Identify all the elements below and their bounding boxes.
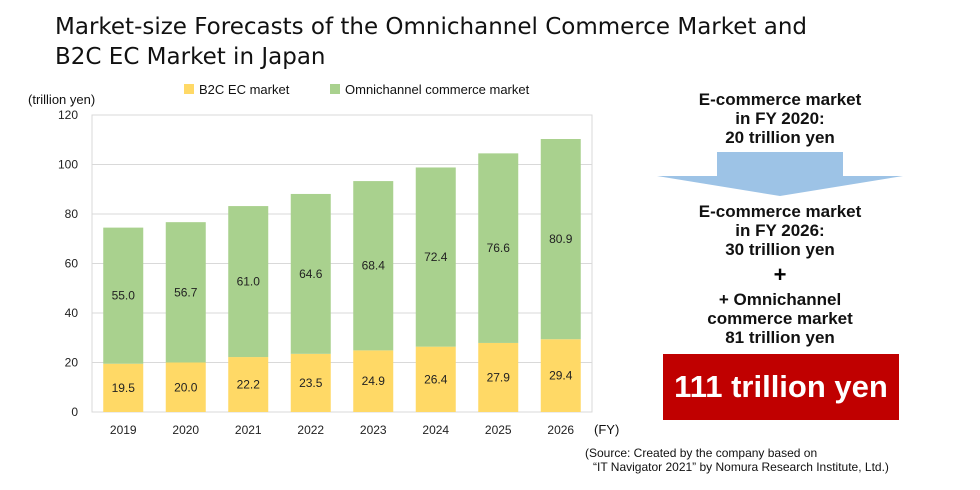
data-label-omni-2020: 56.7 <box>174 285 198 299</box>
title-line-1: Market-size Forecasts of the Omnichannel… <box>55 14 808 40</box>
panel-2020-line-3: 20 trillion yen <box>725 128 835 147</box>
y-axis-unit-label: (trillion yen) <box>28 92 95 107</box>
data-label-omni-2021: 61.0 <box>237 275 261 289</box>
stacked-bar-chart: 0 20 40 60 80 100 120(trillion yen) 19.5 55.0 201… <box>28 82 619 437</box>
data-label-b2c-2025: 27.9 <box>487 370 511 384</box>
panel-omni-line-1: + Omnichannel <box>718 290 842 309</box>
data-label-b2c-2026: 29.4 <box>549 369 573 383</box>
source-line-2: “IT Navigator 2021” by Nomura Research I… <box>593 460 889 474</box>
x-tick-label-2020: 2020 <box>172 423 199 437</box>
data-label-b2c-2019: 19.5 <box>112 381 136 395</box>
data-label-b2c-2021: 22.2 <box>237 378 261 392</box>
x-tick-label-2025: 2025 <box>485 423 512 437</box>
bar-b2c-2024 <box>415 346 456 412</box>
bar-b2c-2026 <box>540 339 581 412</box>
x-tick-label-2024: 2024 <box>422 423 449 437</box>
panel-2026-line-2: in FY 2026: <box>735 221 825 240</box>
bar-b2c-2020 <box>165 362 206 412</box>
source-note: (Source: Created by the company based on… <box>585 446 889 474</box>
total-result-box: 111 trillion yen <box>663 354 899 420</box>
y-tick-label-6: 120 <box>58 108 78 122</box>
panel-2026-line-3: 30 trillion yen <box>725 240 835 259</box>
chart-title: Market-size Forecasts of the Omnichannel… <box>55 12 807 72</box>
bar-b2c-2022 <box>290 353 331 412</box>
data-label-b2c-2024: 26.4 <box>424 372 448 386</box>
bar-omni-2022 <box>290 193 331 354</box>
bar-b2c-2021 <box>228 357 269 412</box>
x-tick-label-2019: 2019 <box>110 423 137 437</box>
data-label-b2c-2022: 23.5 <box>299 376 323 390</box>
bar-omni-2025 <box>478 153 519 343</box>
data-label-omni-2023: 68.4 <box>362 259 386 273</box>
panel-2026-line-1: E-commerce market <box>698 202 862 221</box>
legend-label-omni: Omnichannel commerce market <box>345 82 530 97</box>
bar-b2c-2025 <box>478 342 519 412</box>
bar-omni-2024 <box>415 167 456 347</box>
legend-swatch-omni <box>330 84 340 94</box>
bar-omni-2021 <box>228 206 269 358</box>
legend-label-b2c: B2C EC market <box>199 82 290 97</box>
data-label-b2c-2020: 20.0 <box>174 380 198 394</box>
data-label-omni-2019: 55.0 <box>112 289 136 303</box>
panel-omni-line-2: commerce market <box>707 309 853 328</box>
y-tick-label-4: 80 <box>65 207 79 221</box>
panel-2026-text: E-commerce market in FY 2026: 30 trillio… <box>655 202 905 259</box>
x-axis-unit-label: (FY) <box>594 422 619 437</box>
down-arrow-icon <box>657 152 903 196</box>
y-tick-label-0: 0 <box>71 405 78 419</box>
panel-2020-line-1: E-commerce market <box>698 90 862 109</box>
y-tick-label-3: 60 <box>65 257 79 271</box>
data-label-b2c-2023: 24.9 <box>362 374 386 388</box>
title-line-2: B2C EC Market in Japan <box>55 44 326 70</box>
data-label-omni-2025: 76.6 <box>487 241 511 255</box>
y-tick-label-5: 100 <box>58 158 78 172</box>
data-label-omni-2024: 72.4 <box>424 250 448 264</box>
data-label-omni-2022: 64.6 <box>299 267 323 281</box>
plus-sign: + <box>773 262 787 287</box>
x-tick-label-2023: 2023 <box>360 423 387 437</box>
data-label-omni-2026: 80.9 <box>549 232 573 246</box>
panel-omni-line-3: 81 trillion yen <box>725 328 835 347</box>
bar-omni-2023 <box>353 181 394 351</box>
y-tick-label-2: 40 <box>65 306 79 320</box>
x-tick-label-2022: 2022 <box>297 423 324 437</box>
y-tick-label-1: 20 <box>65 356 79 370</box>
x-tick-label-2021: 2021 <box>235 423 262 437</box>
panel-2020-text: E-commerce market in FY 2020: 20 trillio… <box>655 90 905 147</box>
source-line-1: (Source: Created by the company based on <box>585 446 818 460</box>
panel-2020-line-2: in FY 2020: <box>735 109 825 128</box>
bar-b2c-2023 <box>353 350 394 412</box>
bar-omni-2020 <box>165 222 206 363</box>
x-tick-label-2026: 2026 <box>547 423 574 437</box>
bar-b2c-2019 <box>103 363 144 412</box>
legend-swatch-b2c <box>184 84 194 94</box>
panel-omni-text: + Omnichannel commerce market 81 trillio… <box>655 290 905 347</box>
bar-omni-2026 <box>540 139 581 340</box>
bar-omni-2019 <box>103 227 144 364</box>
